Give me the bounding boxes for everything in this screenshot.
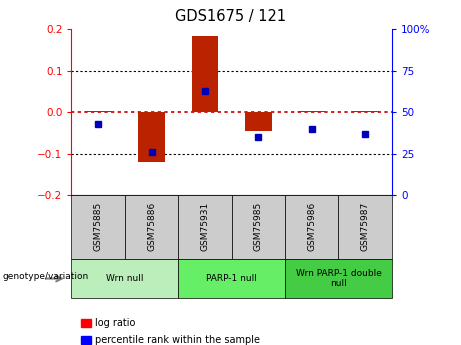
Text: GDS1675 / 121: GDS1675 / 121	[175, 9, 286, 23]
Text: GSM75931: GSM75931	[201, 202, 209, 252]
Text: GSM75986: GSM75986	[307, 202, 316, 252]
Text: GSM75885: GSM75885	[94, 202, 103, 252]
Bar	[81, 319, 91, 327]
Bar	[352, 111, 378, 112]
Text: Wrn PARP-1 double
null: Wrn PARP-1 double null	[296, 269, 381, 288]
Text: genotype/variation: genotype/variation	[2, 272, 89, 282]
Bar	[138, 112, 165, 162]
Bar	[245, 112, 272, 131]
Text: GSM75886: GSM75886	[147, 202, 156, 252]
Bar	[192, 36, 219, 112]
Text: percentile rank within the sample: percentile rank within the sample	[95, 335, 260, 345]
Bar	[298, 111, 325, 112]
Text: GSM75985: GSM75985	[254, 202, 263, 252]
Text: GSM75987: GSM75987	[361, 202, 370, 252]
Bar	[81, 336, 91, 344]
Text: PARP-1 null: PARP-1 null	[206, 274, 257, 283]
Text: log ratio: log ratio	[95, 318, 135, 327]
Bar	[85, 111, 112, 112]
Text: Wrn null: Wrn null	[106, 274, 144, 283]
